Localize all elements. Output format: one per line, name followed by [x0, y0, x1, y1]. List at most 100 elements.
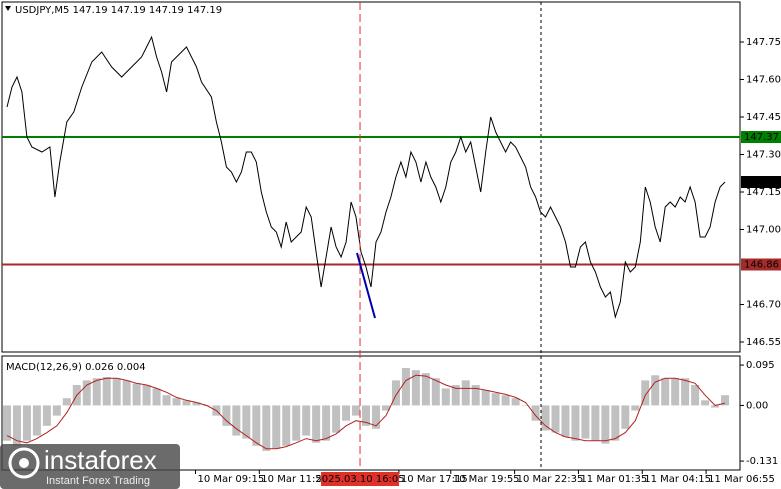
- histogram-bar: [491, 393, 500, 406]
- histogram-bar: [721, 395, 730, 406]
- histogram-bar: [182, 400, 191, 406]
- histogram-bar: [551, 405, 560, 433]
- x-tick-label: 11 Mar 06:55: [708, 474, 775, 485]
- histogram-bar: [142, 385, 151, 406]
- histogram-bar: [232, 405, 241, 436]
- level-label: 147.37: [744, 132, 779, 143]
- histogram-bar: [42, 405, 51, 426]
- histogram-bar: [481, 390, 490, 406]
- histogram-bar: [591, 405, 600, 441]
- histogram-bar: [501, 395, 510, 406]
- x-tick-label: 10 Mar 17:15: [401, 474, 468, 485]
- histogram-bar: [541, 405, 550, 431]
- histogram-bar: [322, 405, 331, 441]
- trend-line: [356, 252, 376, 319]
- x-tick-label: 11 Mar 01:35: [580, 474, 647, 485]
- histogram-bar: [671, 378, 680, 406]
- level-label-bg: [741, 258, 781, 271]
- y-tick-label: -0.131: [746, 456, 778, 467]
- histogram-bar: [391, 380, 400, 406]
- y-tick-label: 146.55: [746, 337, 781, 348]
- histogram-bar: [362, 405, 371, 426]
- price-line: [6, 35, 726, 319]
- histogram-bar: [102, 376, 111, 406]
- level-label-bg: [741, 131, 781, 143]
- watermark-icon: [8, 447, 40, 479]
- histogram-bar: [82, 380, 91, 406]
- y-tick-label: 147.00: [746, 225, 781, 236]
- histogram-bar: [681, 378, 690, 406]
- histogram-bar: [511, 398, 520, 406]
- histogram-bar: [601, 405, 610, 444]
- histogram-bar: [691, 385, 700, 406]
- x-tick-label: 11 Mar 04:15: [644, 474, 711, 485]
- histogram-bar: [302, 405, 311, 436]
- histogram-bar: [431, 378, 440, 406]
- price-title: USDJPY,M5 147.19 147.19 147.19 147.19: [15, 5, 222, 16]
- histogram-bar: [521, 405, 530, 406]
- histogram-bar: [292, 405, 301, 441]
- histogram-bar: [441, 388, 450, 406]
- histogram-bar: [2, 405, 11, 441]
- watermark-brand: instaforex: [44, 445, 157, 475]
- watermark-bg: [0, 444, 180, 489]
- histogram-bar: [451, 385, 460, 406]
- y-tick-label: 146.70: [746, 300, 781, 311]
- histogram-bar: [471, 385, 480, 406]
- histogram-bar: [421, 373, 430, 406]
- histogram-bar: [581, 405, 590, 439]
- histogram-bar: [122, 380, 131, 406]
- histogram-bar: [12, 405, 21, 446]
- histogram-bar: [531, 405, 540, 421]
- histogram-bar: [461, 380, 470, 406]
- histogram-bar: [651, 375, 660, 406]
- watermark-icon-core: [19, 458, 29, 468]
- y-tick-label: 147.15: [746, 187, 781, 198]
- x-tick-label: 10 Mar 19:55: [453, 474, 520, 485]
- histogram-bar: [701, 400, 710, 406]
- y-tick-label: 147.75: [746, 37, 781, 48]
- histogram-bar: [22, 405, 31, 441]
- histogram-bar: [711, 405, 720, 408]
- histogram-bar: [371, 405, 380, 429]
- histogram-bar: [401, 368, 410, 406]
- menu-arrow: [5, 6, 11, 11]
- y-tick-label: 147.45: [746, 112, 781, 123]
- x-tick-label: 10 Mar 09:15: [197, 474, 264, 485]
- histogram-bar: [92, 378, 101, 406]
- macd-pane: [1, 355, 741, 471]
- histogram-bar: [262, 405, 271, 451]
- level-label-bg: [741, 176, 781, 188]
- histogram-bar: [561, 405, 570, 437]
- histogram-bar: [332, 405, 341, 433]
- x-tick-label: 10 Mar 22:35: [517, 474, 584, 485]
- histogram-bar: [312, 405, 321, 443]
- histogram-bar: [252, 405, 261, 446]
- histogram-bar: [661, 378, 670, 406]
- histogram-bar: [571, 405, 580, 441]
- macd-title: MACD(12,26,9) 0.026 0.004: [6, 362, 146, 373]
- histogram-bar: [32, 405, 41, 436]
- histogram-bar: [222, 405, 231, 426]
- x-tick-label: 10 Mar 11:55: [261, 474, 328, 485]
- histogram-bar: [631, 405, 640, 411]
- crosshair-label: 2025.03.10 16:05: [315, 474, 404, 485]
- histogram-bar: [381, 405, 390, 411]
- y-tick-label: 147.30: [746, 150, 781, 161]
- watermark: instaforex Instant Forex Trading: [0, 444, 180, 489]
- watermark-tagline: Instant Forex Trading: [46, 475, 150, 487]
- histogram-bar: [272, 405, 281, 449]
- histogram-bar: [162, 395, 171, 406]
- histogram-bar: [192, 402, 201, 406]
- histogram-bar: [411, 370, 420, 406]
- y-tick-label: 0.00: [746, 400, 768, 411]
- histogram-bar: [152, 388, 161, 406]
- histogram-bar: [62, 398, 71, 406]
- signal-line: [6, 374, 726, 450]
- y-tick-label: 147.60: [746, 75, 781, 86]
- histogram-bar: [132, 383, 141, 406]
- y-tick-label: 0.095: [746, 360, 775, 371]
- histogram-bar: [242, 405, 251, 439]
